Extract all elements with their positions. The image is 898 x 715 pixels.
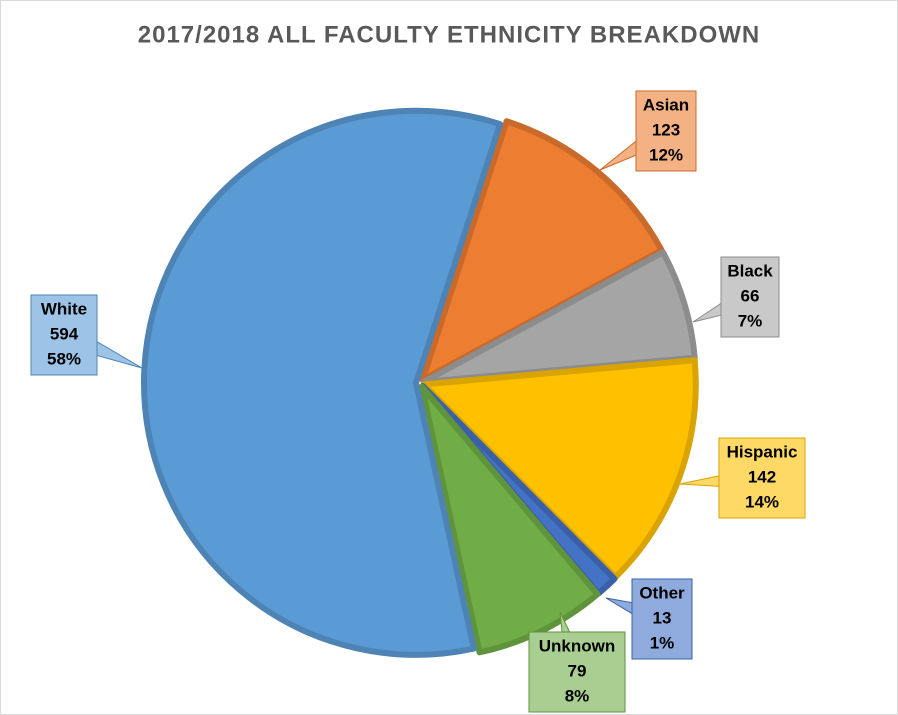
value-label: 79 (568, 661, 587, 680)
label-box-cover (32, 296, 96, 374)
pie-slice (420, 357, 699, 581)
pie-slice (418, 383, 601, 656)
pie-slice (420, 249, 698, 385)
label-box-cover (637, 92, 695, 170)
category-label: Unknown (539, 636, 616, 655)
label-box-cover (722, 258, 778, 336)
category-label: Asian (643, 95, 689, 114)
category-label: Hispanic (727, 442, 798, 461)
label-box-cover (720, 439, 804, 517)
percent-label: 58% (47, 349, 81, 368)
percent-label: 8% (565, 686, 590, 705)
chart-title: 2017/2018 ALL FACULTY ETHNICITY BREAKDOW… (138, 21, 760, 48)
percent-label: 14% (745, 492, 779, 511)
value-label: 142 (748, 467, 776, 486)
value-label: 594 (50, 324, 79, 343)
value-label: 123 (652, 120, 680, 139)
category-label: Other (639, 583, 685, 602)
percent-label: 12% (649, 145, 683, 164)
label-box-cover (530, 633, 624, 711)
value-label: 13 (653, 608, 672, 627)
label-box-cover (633, 580, 691, 658)
percent-label: 1% (650, 633, 675, 652)
category-label: Black (727, 261, 773, 280)
pie-slice (141, 107, 504, 658)
pie-slice (419, 118, 665, 383)
percent-label: 7% (738, 311, 763, 330)
category-label: White (41, 299, 87, 318)
value-label: 66 (741, 286, 760, 305)
